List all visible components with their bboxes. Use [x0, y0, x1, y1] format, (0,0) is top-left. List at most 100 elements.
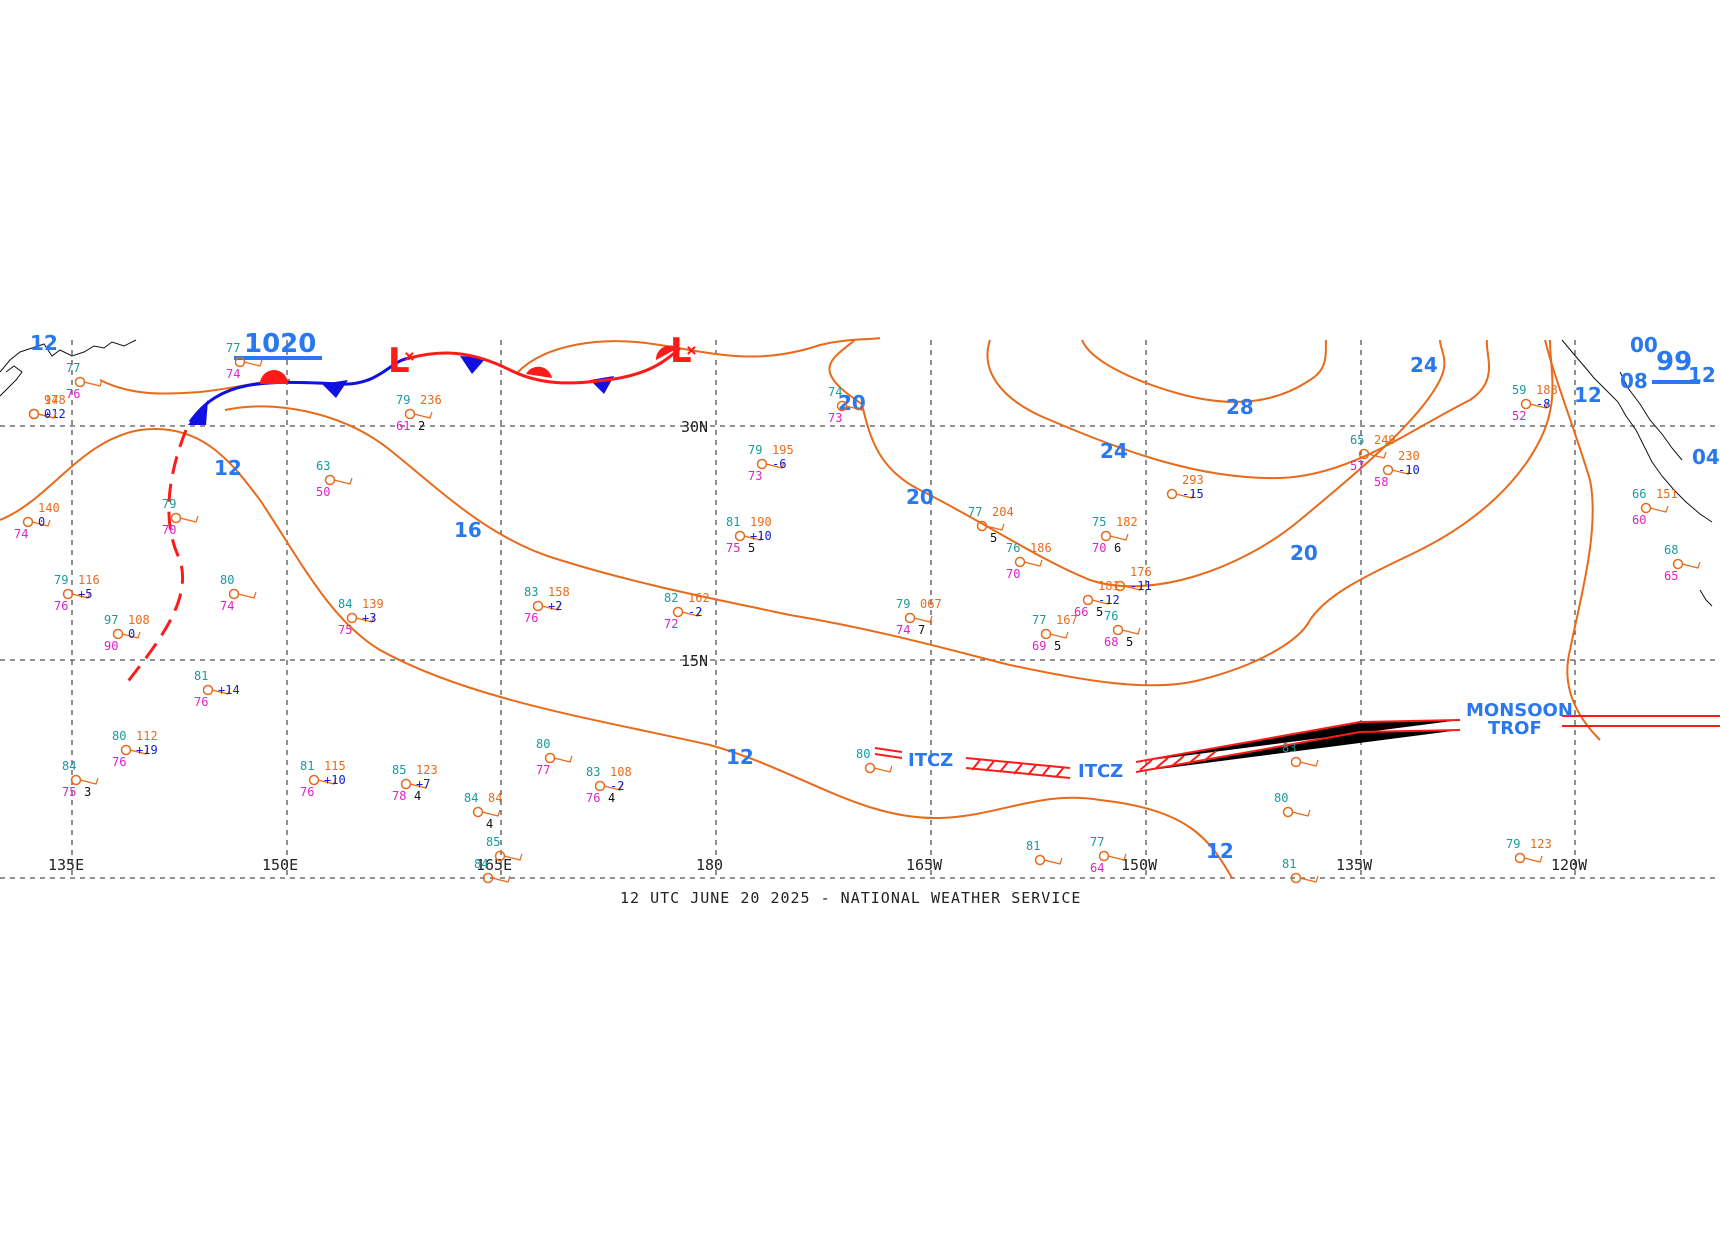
- wind-barb: [1091, 597, 1111, 605]
- isobar-label: 24: [1410, 353, 1438, 377]
- wind-barb: [333, 477, 353, 485]
- station-dewpoint: 72: [664, 617, 678, 631]
- station-pressure: 176: [1130, 565, 1152, 579]
- station-marker: [1520, 398, 1532, 410]
- station-dewpoint: 77: [536, 763, 550, 777]
- low-pressure-symbol: L: [388, 341, 410, 381]
- station-tendency: -15: [1182, 487, 1204, 501]
- pressure-header: 00: [1630, 333, 1658, 357]
- lon-label-165e: 165E: [476, 856, 512, 874]
- itcz-band: [874, 715, 1720, 779]
- station-visibility: 6: [1114, 541, 1121, 555]
- station-tendency: 0: [128, 627, 135, 641]
- wind-barb: [1523, 855, 1543, 863]
- station-pressure: 123: [1530, 837, 1552, 851]
- station-marker: [62, 588, 74, 600]
- station-temperature: 83: [524, 585, 538, 599]
- wind-barb: [355, 615, 375, 623]
- station-temperature: 63: [316, 459, 330, 473]
- station-dewpoint: 75: [338, 623, 352, 637]
- station-marker: [228, 588, 240, 600]
- station-tendency: -6: [772, 457, 786, 471]
- station-tendency: +7: [416, 777, 430, 791]
- station-pressure: 123: [416, 763, 438, 777]
- station-tendency: -8: [1536, 397, 1550, 411]
- station-pressure: 190: [750, 515, 772, 529]
- station-dewpoint: 76: [586, 791, 600, 805]
- station-tendency: +5: [78, 587, 92, 601]
- station-dewpoint: 78: [392, 789, 406, 803]
- low-pressure-symbol: L: [670, 331, 692, 371]
- station-temperature: 65: [1350, 433, 1364, 447]
- wind-barb: [481, 809, 501, 817]
- station-temperature: 77: [66, 361, 80, 375]
- station-temperature: 79: [896, 597, 910, 611]
- station-marker: [70, 774, 82, 786]
- lat-label-30n: 30N: [681, 418, 708, 436]
- low-x-mark: ×: [404, 346, 415, 367]
- station-temperature: 81: [194, 669, 208, 683]
- trof-label: TROF: [1488, 718, 1542, 739]
- station-tendency: 0: [38, 515, 45, 529]
- station-visibility: 3: [84, 785, 91, 799]
- station-pressure: 182: [1116, 515, 1138, 529]
- low-x-mark: ×: [686, 340, 697, 361]
- station-temperature: 83: [586, 765, 600, 779]
- isobar-label: 28: [1226, 395, 1254, 419]
- station-marker: [594, 780, 606, 792]
- station-tendency: -10: [1398, 463, 1420, 477]
- wind-barb: [413, 411, 433, 419]
- station-pressure: 84: [488, 791, 502, 805]
- station-pressure: 116: [78, 573, 100, 587]
- wind-barb: [681, 609, 701, 617]
- station-visibility: 5: [748, 541, 755, 555]
- grid-longitudes: [71, 340, 1576, 878]
- station-temperature: 79: [54, 573, 68, 587]
- station-temperature: 82: [664, 591, 678, 605]
- station-visibility: 5: [990, 531, 997, 545]
- station-marker: [28, 408, 40, 420]
- wind-barb: [743, 533, 763, 541]
- station-marker: [324, 474, 336, 486]
- station-tendency: +10: [324, 773, 346, 787]
- trough-dashed: [124, 429, 188, 685]
- itcz-label-2: ITCZ: [1078, 761, 1123, 782]
- station-temperature: 75: [1092, 515, 1106, 529]
- lat-label-15n: 15N: [681, 652, 708, 670]
- station-pressure: 162: [688, 591, 710, 605]
- station-tendency: +14: [218, 683, 240, 697]
- station-marker: [1282, 806, 1294, 818]
- isobar-label: 12: [1574, 383, 1602, 407]
- station-pressure: 167: [1056, 613, 1078, 627]
- station-pressure: 186: [1030, 541, 1052, 555]
- lon-label-150w: 150W: [1121, 856, 1158, 874]
- wind-barb: [1049, 631, 1069, 639]
- station-marker: [1514, 852, 1526, 864]
- station-marker: [1034, 854, 1046, 866]
- station-pressure: 204: [992, 505, 1014, 519]
- station-marker: [1166, 488, 1178, 500]
- station-pressure: 112: [136, 729, 158, 743]
- station-dewpoint: 70: [1006, 567, 1020, 581]
- station-marker: [308, 774, 320, 786]
- station-temperature: 81: [300, 759, 314, 773]
- wind-barb: [1367, 451, 1387, 459]
- wind-barb: [37, 411, 57, 419]
- station-marker: [1382, 464, 1394, 476]
- station-temperature: 79: [1506, 837, 1520, 851]
- station-temperature: 80: [112, 729, 126, 743]
- station-dewpoint: 61: [396, 419, 410, 433]
- wind-barb: [71, 591, 91, 599]
- station-temperature: 81: [726, 515, 740, 529]
- station-tendency: +19: [136, 743, 158, 757]
- station-dewpoint: 65: [1664, 569, 1678, 583]
- station-visibility: 2: [418, 419, 425, 433]
- wind-barb: [913, 615, 933, 623]
- station-dewpoint: 58: [1374, 475, 1388, 489]
- station-temperature: 66: [1632, 487, 1646, 501]
- station-marker: [22, 516, 34, 528]
- warm-front: [260, 345, 682, 385]
- station-pressure: 188: [1536, 383, 1558, 397]
- station-marker: [1290, 756, 1302, 768]
- station-temperature: 59: [1512, 383, 1526, 397]
